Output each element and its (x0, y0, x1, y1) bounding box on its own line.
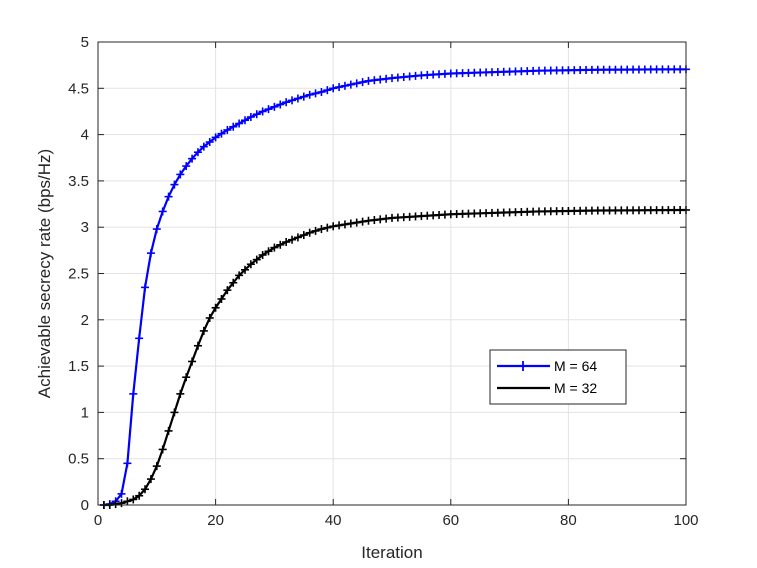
legend: M = 64 M = 32 (489, 349, 627, 405)
y-tick-label: 2.5 (68, 266, 89, 283)
x-tick-label: 0 (94, 512, 102, 529)
y-tick-label: 0.5 (68, 451, 89, 468)
axis-ticks: 0 20 40 60 80 100 0 0.5 1 1.5 2 2.5 3 3.5 4 4.5 5 (68, 34, 698, 529)
y-tick-label: 3.5 (68, 173, 89, 190)
y-tick-label: 1.5 (68, 358, 89, 375)
grid (97, 41, 687, 506)
x-tick-label: 100 (673, 512, 698, 529)
x-tick-label: 80 (560, 512, 577, 529)
y-tick-label: 1 (81, 404, 89, 421)
x-tick-label: 40 (325, 512, 342, 529)
plot-series (99, 65, 690, 509)
legend-box (489, 349, 627, 405)
y-axis-label: Achievable secrecy rate (bps/Hz) (35, 149, 54, 398)
legend-label-1: M = 32 (554, 380, 597, 396)
x-tick-label: 20 (207, 512, 224, 529)
y-tick-label: 4 (81, 127, 89, 144)
y-tick-label: 3 (81, 219, 89, 236)
legend-label-0: M = 64 (554, 358, 597, 374)
y-tick-label: 0 (81, 497, 89, 514)
y-tick-label: 4.5 (68, 80, 89, 97)
y-tick-label: 2 (81, 312, 89, 329)
x-tick-label: 60 (442, 512, 459, 529)
x-axis-label: Iteration (361, 543, 422, 562)
y-tick-label: 5 (81, 34, 89, 51)
